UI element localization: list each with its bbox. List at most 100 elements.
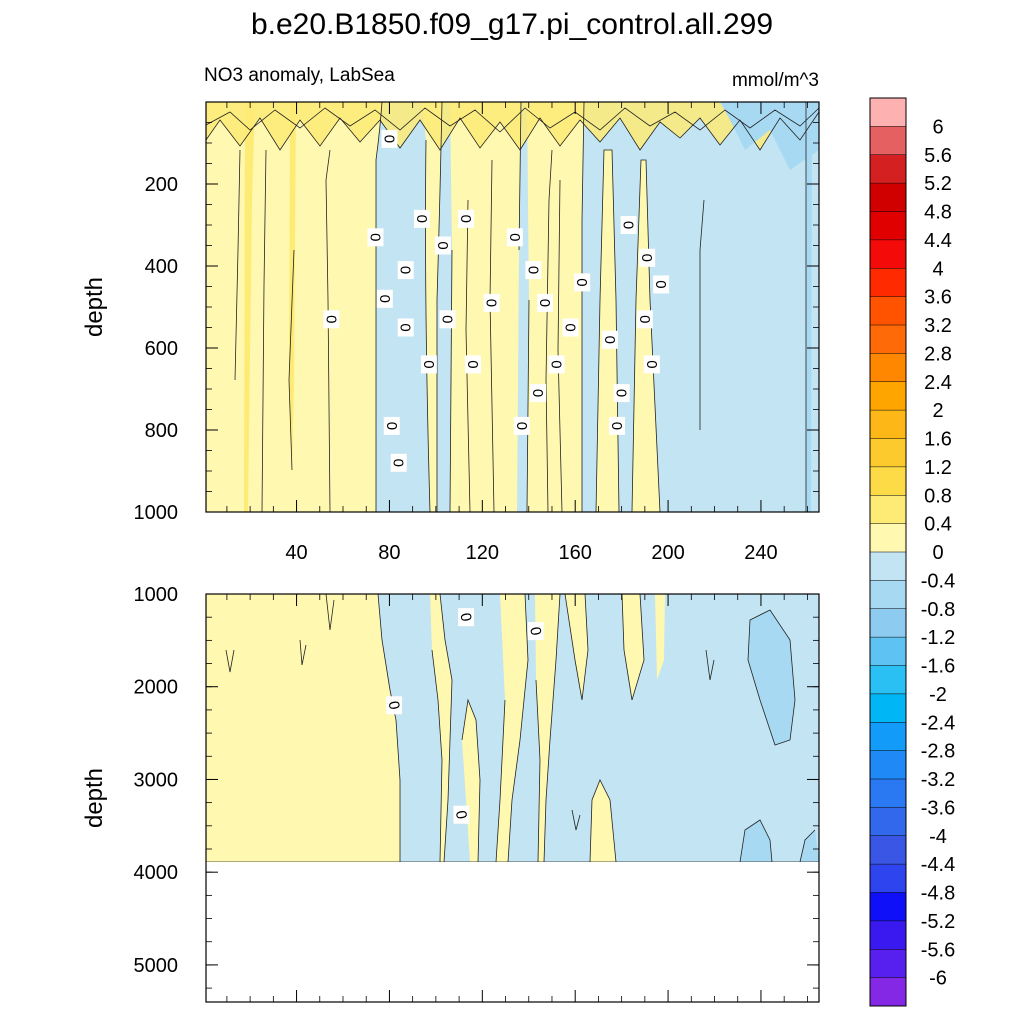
colorbar-level-label: 5.2 xyxy=(924,173,952,195)
colorbar-level-label: 0.4 xyxy=(924,514,952,536)
contour-label: 0 xyxy=(413,215,430,223)
colorbar-level-label: 3.6 xyxy=(924,287,952,309)
variable-label: NO3 anomaly, LabSea xyxy=(204,65,395,86)
colorbar-level-label: 1.2 xyxy=(924,457,952,479)
y-tick-label: 5000 xyxy=(134,955,179,977)
contour-label: 0 xyxy=(608,422,625,430)
contour-label: 0 xyxy=(383,422,400,430)
contour-label-box xyxy=(381,129,398,148)
contour-label: 0 xyxy=(397,323,414,331)
lower-panel: 0 0 0 0 1000 2000 3000 4000 5000 depth xyxy=(81,584,820,1003)
contour-label-box xyxy=(453,805,470,824)
contour-label-box xyxy=(574,273,591,292)
colorbar-swatch xyxy=(870,949,906,978)
lower-negative-patch-3 xyxy=(800,830,819,862)
upper-contour-lines xyxy=(206,102,819,512)
contour-label: 0 xyxy=(548,360,565,368)
contour-label-box xyxy=(383,416,400,435)
contour-label-box xyxy=(608,416,625,435)
contour-label-box xyxy=(537,293,554,312)
colorbar-swatch xyxy=(870,977,906,1006)
contour-label-box xyxy=(434,236,451,255)
contour-label: 0 xyxy=(367,233,384,241)
contour-label-box xyxy=(376,289,393,308)
x-tick-label: 40 xyxy=(285,542,307,564)
contour-label-box xyxy=(562,318,579,337)
contour-label-box xyxy=(527,622,544,641)
lower-plot-frame xyxy=(205,593,820,1003)
contour-label: 0 xyxy=(457,215,474,223)
contour-label: 0 xyxy=(452,809,470,820)
y-tick-label: 3000 xyxy=(134,769,179,791)
colorbar-level-label: -3.6 xyxy=(921,797,955,819)
lower-contour-lines xyxy=(206,594,819,863)
contour-label-box xyxy=(602,330,619,349)
contour-label: 0 xyxy=(380,135,397,143)
contour-label: 0 xyxy=(483,299,500,307)
contour-label-box xyxy=(367,228,384,247)
contour-label-box xyxy=(439,310,456,329)
contour-label: 0 xyxy=(643,360,660,368)
contour-label-box xyxy=(620,216,637,234)
x-tick-label: 80 xyxy=(378,542,400,564)
contour-label: 0 xyxy=(638,254,655,262)
colorbar-level-label: -1.2 xyxy=(921,627,955,649)
colorbar-swatch xyxy=(870,892,906,921)
y-tick-label: 1000 xyxy=(134,584,179,606)
colorbar-swatch xyxy=(870,211,906,240)
lower-positive-patch-3 xyxy=(622,594,644,700)
y-tick-label: 2000 xyxy=(134,677,179,699)
y-tick-label: 800 xyxy=(145,420,178,442)
contour-label: 0 xyxy=(397,266,414,274)
contour-label: 0 xyxy=(652,280,669,288)
contour-label: 0 xyxy=(636,315,653,323)
upper-positive-band-east-2 xyxy=(632,160,660,512)
colorbar-level-label: 3.2 xyxy=(924,315,952,337)
contour-label: 0 xyxy=(376,295,393,303)
colorbar-level-label: -0.4 xyxy=(921,570,955,592)
colorbar-level-label: -6 xyxy=(929,968,947,990)
upper-contour-labels: 0 0 0 0 0 0 0 0 0 0 0 0 0 0 0 0 0 0 0 0 0 0 0 0 0 0 0 0 0 0 0 xyxy=(322,129,670,472)
contour-label: 0 xyxy=(420,360,437,368)
contour-label-box xyxy=(458,608,475,627)
lower-contour-labels: 0 0 0 0 xyxy=(384,608,544,824)
contour-label: 0 xyxy=(434,241,451,249)
contour-label: 0 xyxy=(322,315,339,323)
contour-label-box xyxy=(639,248,656,267)
contour-label-box xyxy=(397,261,414,280)
contour-label-box xyxy=(636,310,653,329)
colorbar-level-label: -2.4 xyxy=(921,712,955,734)
colorbar-swatch xyxy=(870,693,906,723)
x-tick-label: 160 xyxy=(559,542,592,564)
contour-label: 0 xyxy=(438,315,455,323)
contour-label: 0 xyxy=(601,336,618,344)
contour-label: 0 xyxy=(562,323,579,331)
contour-label-box xyxy=(420,355,437,374)
contour-label-box xyxy=(386,696,403,715)
upper-surface-negative-patch xyxy=(720,102,819,170)
colorbar-swatch xyxy=(870,466,906,496)
contour-label-box xyxy=(413,209,430,228)
contour-label: 0 xyxy=(513,422,530,430)
colorbar-level-label: 0 xyxy=(932,542,943,564)
colorbar-swatch xyxy=(870,438,906,467)
colorbar-swatch xyxy=(870,154,906,184)
upper-contour-field: 0 0 0 0 0 0 0 0 0 0 0 0 0 0 0 0 0 0 0 0 0 0 0 0 0 0 0 0 0 0 0 xyxy=(206,102,819,512)
colorbar-swatch xyxy=(870,779,906,808)
upper-negative-band-1 xyxy=(376,102,430,512)
colorbar-swatch xyxy=(870,580,906,609)
upper-surface-anomaly-layer xyxy=(206,102,819,150)
colorbar-level-label: -5.2 xyxy=(921,911,955,933)
colorbar-swatch xyxy=(870,410,906,439)
lower-positive-band-1 xyxy=(430,594,452,862)
contour-label: 0 xyxy=(390,459,407,467)
lower-positive-patch-1 xyxy=(565,594,588,700)
lower-axis-ticks: 1000 2000 3000 4000 5000 xyxy=(134,584,819,1002)
colorbar-level-label: 6 xyxy=(932,116,943,138)
colorbar-level-label: -1.6 xyxy=(921,656,955,678)
y-tick-label: 600 xyxy=(145,338,178,360)
colorbar: 6 5.6 5.2 4.8 4.4 4 3.6 3.2 2.8 2.4 2 1.6 1.2 0.8 0.4 0… xyxy=(869,97,955,1007)
y-tick-label: 200 xyxy=(145,174,178,196)
lower-ylabel: depth xyxy=(81,768,108,828)
contour-label-box xyxy=(548,355,565,374)
